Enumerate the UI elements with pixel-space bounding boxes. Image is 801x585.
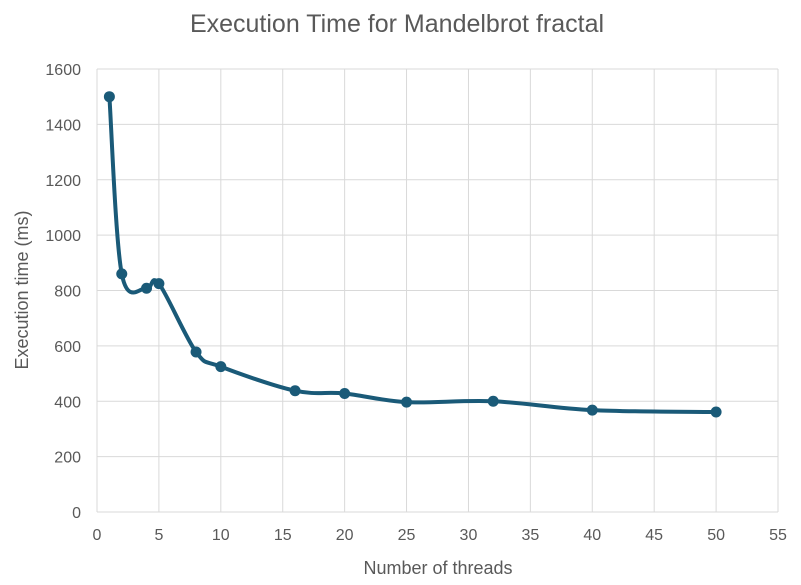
series-line: [107, 94, 719, 415]
data-point: [116, 268, 128, 280]
data-point: [103, 91, 115, 103]
x-tick-label: 35: [521, 527, 539, 544]
y-tick-label: 200: [54, 450, 81, 467]
tick-labels: 0 5 10 15 20 25 30 35 40 45 50 55 0 200 400 600 800 1000 1…: [45, 62, 787, 544]
y-tick-label: 1400: [45, 117, 81, 134]
data-point: [586, 404, 598, 416]
x-tick-label: 55: [769, 527, 787, 544]
x-tick-label: 15: [274, 527, 292, 544]
y-tick-label: 800: [54, 284, 81, 301]
series-layer: [103, 91, 722, 418]
y-tick-label: 600: [54, 339, 81, 356]
x-tick-label: 50: [707, 527, 725, 544]
y-tick-label: 1200: [45, 173, 81, 190]
data-point: [401, 396, 413, 408]
data-point: [153, 278, 165, 290]
x-tick-label: 20: [336, 527, 354, 544]
x-tick-label: 30: [460, 527, 478, 544]
data-point: [141, 282, 153, 294]
y-tick-label: 0: [72, 505, 81, 522]
gridlines: [96, 68, 779, 513]
y-tick-label: 400: [54, 394, 81, 411]
data-point: [215, 361, 227, 373]
chart-title: Execution Time for Mandelbrot fractal: [190, 10, 604, 38]
x-tick-label: 45: [645, 527, 663, 544]
x-tick-label: 40: [583, 527, 601, 544]
x-tick-label: 10: [212, 527, 230, 544]
data-point: [289, 385, 301, 397]
data-point: [339, 387, 351, 399]
x-tick-label: 5: [154, 527, 163, 544]
y-axis-title: Execution time (ms): [12, 210, 32, 369]
x-tick-label: 25: [398, 527, 416, 544]
data-point: [190, 346, 202, 358]
data-point: [710, 406, 722, 418]
x-axis-title: Number of threads: [363, 558, 512, 578]
data-point: [487, 395, 499, 407]
x-tick-label: 0: [93, 527, 102, 544]
y-tick-label: 1600: [45, 62, 81, 79]
y-tick-label: 1000: [45, 228, 81, 245]
